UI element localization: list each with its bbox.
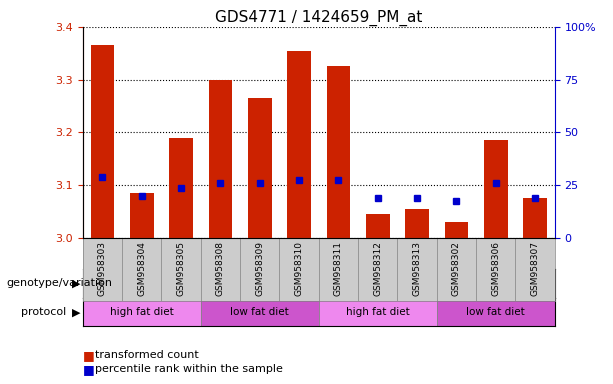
Bar <box>436 298 555 326</box>
Text: genotype/variation: genotype/variation <box>6 278 112 288</box>
Text: GSM958305: GSM958305 <box>177 241 186 296</box>
Text: GSM958308: GSM958308 <box>216 241 225 296</box>
Bar <box>83 269 319 298</box>
Text: GSM958313: GSM958313 <box>413 241 422 296</box>
Text: GSM958303: GSM958303 <box>98 241 107 296</box>
Bar <box>201 298 319 326</box>
Text: low fat diet: low fat diet <box>466 307 525 317</box>
Bar <box>524 199 547 238</box>
Text: GSM958309: GSM958309 <box>255 241 264 296</box>
Text: GSM958311: GSM958311 <box>334 241 343 296</box>
Text: promyelocytic leukemia gene knockout: promyelocytic leukemia gene knockout <box>98 278 303 288</box>
Text: GSM958302: GSM958302 <box>452 241 461 296</box>
Text: high fat diet: high fat diet <box>346 307 409 317</box>
Text: percentile rank within the sample: percentile rank within the sample <box>95 364 283 374</box>
Text: ■: ■ <box>83 349 94 362</box>
Bar <box>319 269 555 298</box>
Text: GSM958304: GSM958304 <box>137 241 147 296</box>
Text: GSM958306: GSM958306 <box>491 241 500 296</box>
Title: GDS4771 / 1424659_PM_at: GDS4771 / 1424659_PM_at <box>215 9 422 25</box>
Bar <box>287 51 311 238</box>
Bar <box>130 193 154 238</box>
Bar <box>484 141 508 238</box>
Bar <box>366 214 390 238</box>
Bar <box>444 222 468 238</box>
Text: wild type: wild type <box>413 278 460 288</box>
Text: protocol: protocol <box>21 307 67 317</box>
Text: GSM958307: GSM958307 <box>531 241 539 296</box>
Bar <box>248 98 272 238</box>
Bar <box>327 66 350 238</box>
Text: GSM958310: GSM958310 <box>295 241 303 296</box>
Text: ▶: ▶ <box>72 278 81 288</box>
Bar <box>91 45 114 238</box>
Text: ▶: ▶ <box>72 307 81 317</box>
Text: transformed count: transformed count <box>95 350 199 360</box>
Bar <box>169 138 193 238</box>
Text: GSM958312: GSM958312 <box>373 241 383 296</box>
Bar <box>83 298 201 326</box>
Bar <box>319 298 436 326</box>
Text: low fat diet: low fat diet <box>230 307 289 317</box>
Text: high fat diet: high fat diet <box>110 307 173 317</box>
Bar <box>208 79 232 238</box>
Text: ■: ■ <box>83 363 94 376</box>
Bar <box>405 209 429 238</box>
